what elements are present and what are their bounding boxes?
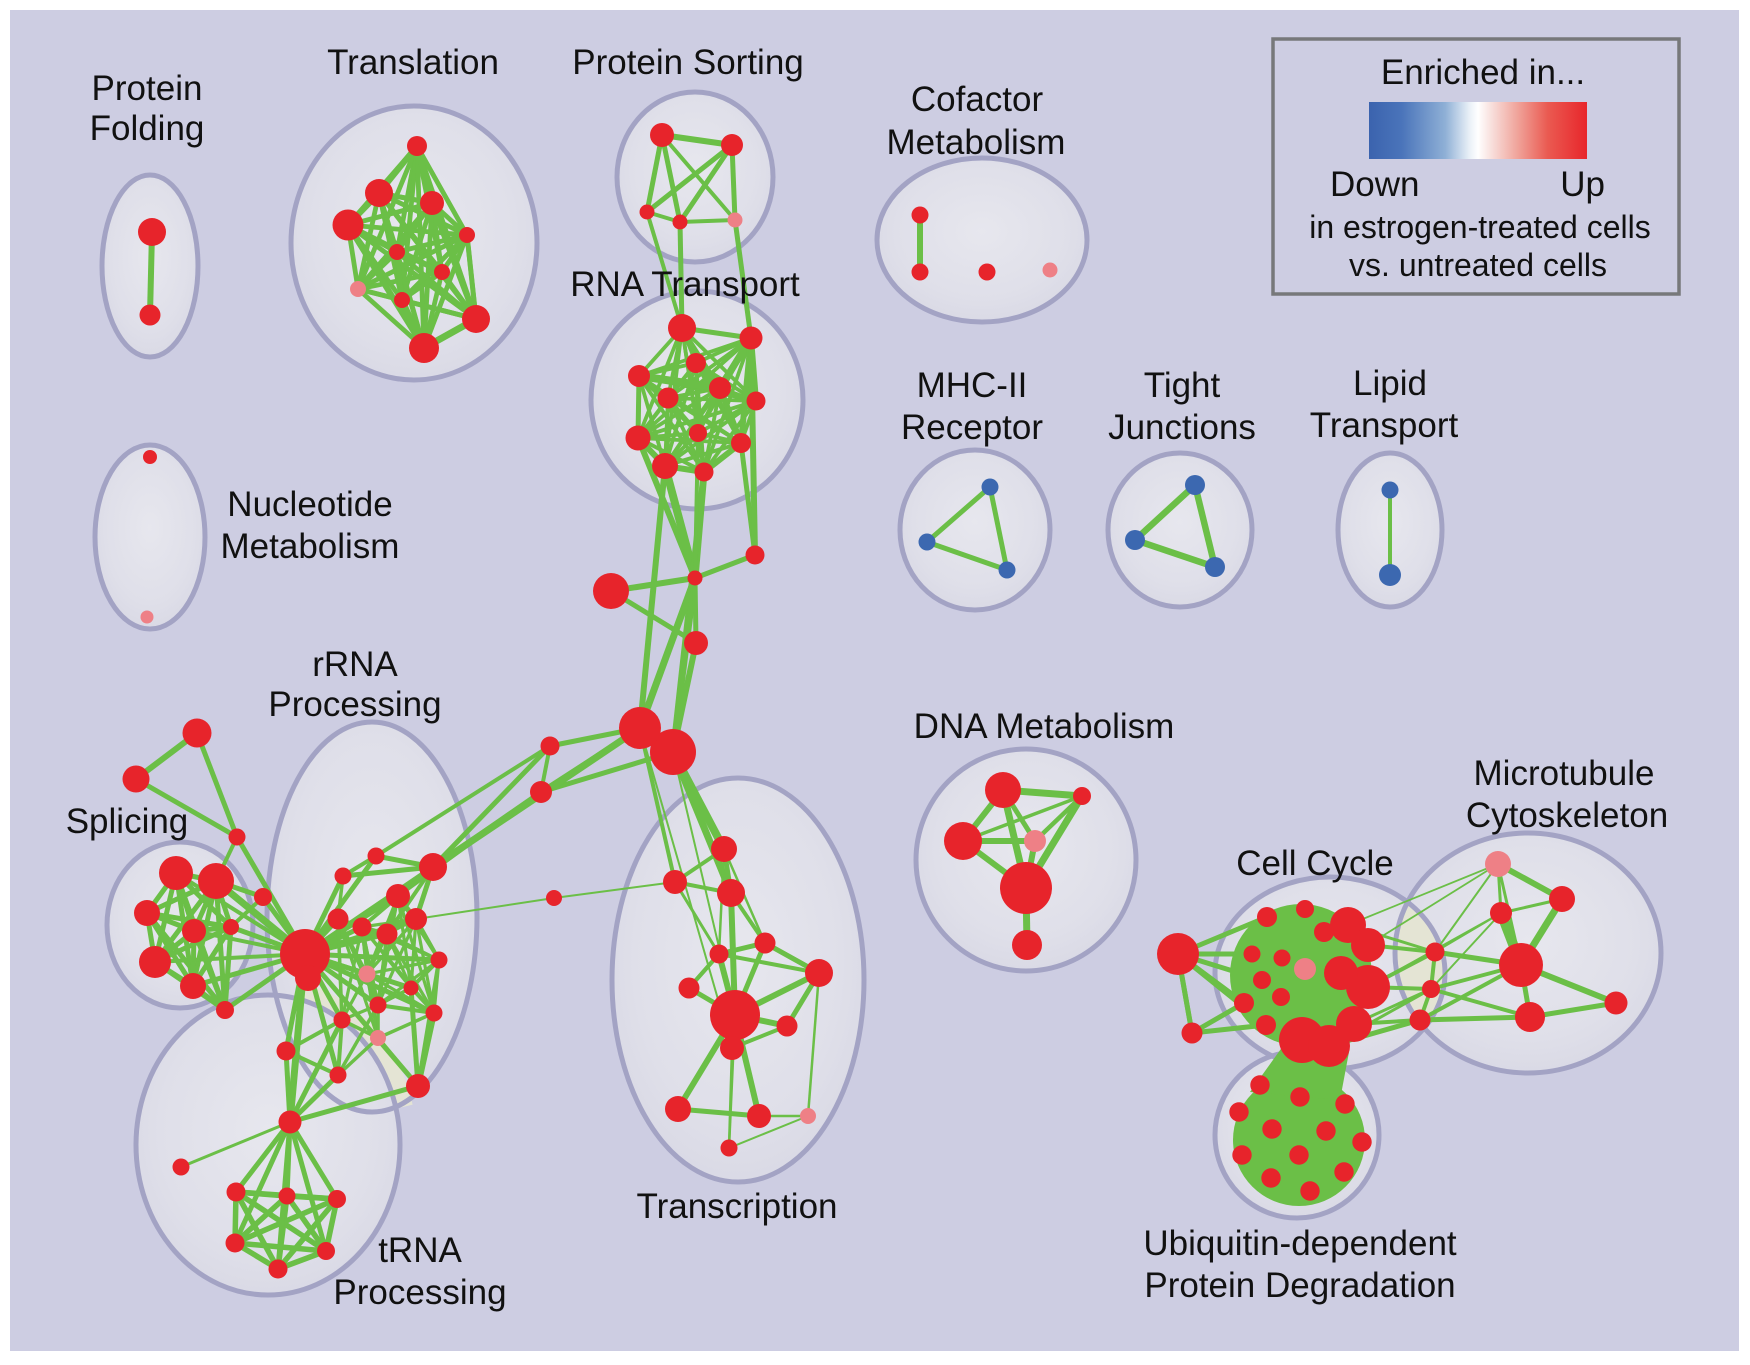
svg-text:Translation: Translation	[327, 43, 499, 82]
svg-text:Processing: Processing	[268, 685, 441, 724]
svg-text:Nucleotide: Nucleotide	[227, 485, 392, 524]
svg-text:RNA Transport: RNA Transport	[570, 265, 800, 304]
svg-text:Cytoskeleton: Cytoskeleton	[1466, 796, 1668, 835]
svg-text:Up: Up	[1560, 165, 1605, 204]
svg-text:MHC-II: MHC-II	[917, 366, 1028, 405]
svg-text:Metabolism: Metabolism	[221, 527, 400, 566]
svg-text:Tight: Tight	[1144, 366, 1221, 405]
svg-text:Protein Sorting: Protein Sorting	[572, 43, 804, 82]
svg-text:Microtubule: Microtubule	[1474, 754, 1655, 793]
svg-text:vs. untreated cells: vs. untreated cells	[1349, 247, 1607, 283]
svg-text:DNA Metabolism: DNA Metabolism	[914, 707, 1175, 746]
svg-text:Cofactor: Cofactor	[911, 80, 1044, 119]
svg-text:Protein: Protein	[92, 69, 203, 108]
svg-text:Cell Cycle: Cell Cycle	[1236, 844, 1394, 883]
svg-text:Transcription: Transcription	[637, 1187, 838, 1226]
svg-text:Transport: Transport	[1310, 406, 1459, 445]
svg-text:Receptor: Receptor	[901, 408, 1043, 447]
svg-text:Protein Degradation: Protein Degradation	[1144, 1266, 1455, 1305]
svg-text:Lipid: Lipid	[1353, 364, 1427, 403]
svg-text:Metabolism: Metabolism	[887, 123, 1066, 162]
svg-text:in estrogen-treated cells: in estrogen-treated cells	[1309, 209, 1651, 245]
svg-text:tRNA: tRNA	[378, 1231, 462, 1270]
svg-text:Enriched in...: Enriched in...	[1381, 53, 1585, 92]
svg-text:Folding: Folding	[90, 109, 205, 148]
svg-text:Processing: Processing	[333, 1273, 506, 1312]
svg-text:Junctions: Junctions	[1108, 408, 1256, 447]
svg-text:Splicing: Splicing	[66, 802, 189, 841]
svg-text:rRNA: rRNA	[312, 645, 398, 684]
svg-text:Down: Down	[1330, 165, 1419, 204]
svg-text:Ubiquitin-dependent: Ubiquitin-dependent	[1143, 1224, 1457, 1263]
